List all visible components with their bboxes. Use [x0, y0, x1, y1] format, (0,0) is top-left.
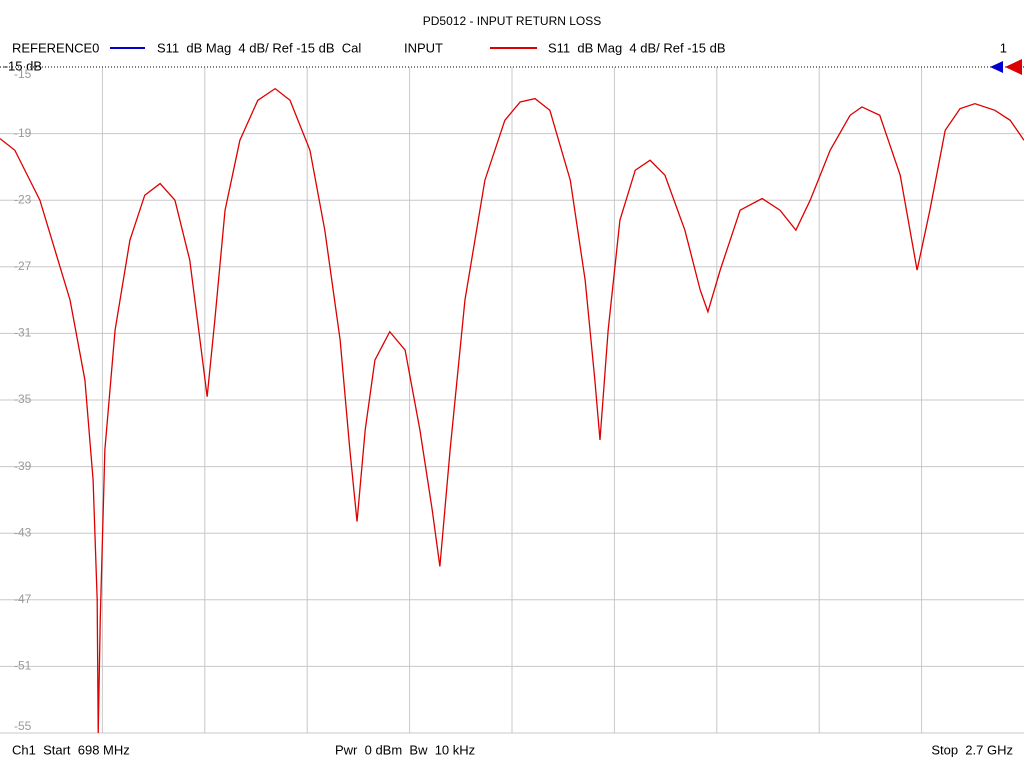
y-tick-label: -47: [14, 592, 32, 606]
legend-label: REFERENCE0: [12, 40, 99, 55]
legend-label: INPUT: [404, 40, 443, 55]
footer-power: Pwr 0 dBm Bw 10 kHz: [335, 742, 475, 757]
y-tick-label: -39: [14, 459, 32, 473]
y-tick-label: -55: [14, 719, 32, 733]
footer-start: Ch1 Start 698 MHz: [12, 742, 130, 757]
footer-stop: Stop 2.7 GHz: [931, 742, 1013, 757]
y-tick-label: -19: [14, 126, 32, 140]
trace: [0, 87, 1024, 734]
legend-description: S11 dB Mag 4 dB/ Ref -15 dB: [548, 40, 726, 55]
marker-label: 1: [1000, 40, 1007, 55]
legend-description: S11 dB Mag 4 dB/ Ref -15 dB Cal: [157, 40, 361, 55]
chart-title: PD5012 - INPUT RETURN LOSS: [423, 14, 602, 28]
y-tick-label: -43: [14, 525, 32, 539]
reference-marker: [990, 61, 1003, 73]
reference-marker: [1005, 59, 1022, 75]
y-tick-label: -15: [14, 67, 32, 81]
y-tick-label: -35: [14, 392, 32, 406]
plot-area: [0, 87, 1024, 734]
y-tick-label: -31: [14, 326, 32, 340]
y-tick-label: -27: [14, 259, 32, 273]
y-tick-label: -23: [14, 192, 32, 206]
reference-label: -15 dB: [4, 58, 42, 73]
y-tick-label: -51: [14, 659, 32, 673]
